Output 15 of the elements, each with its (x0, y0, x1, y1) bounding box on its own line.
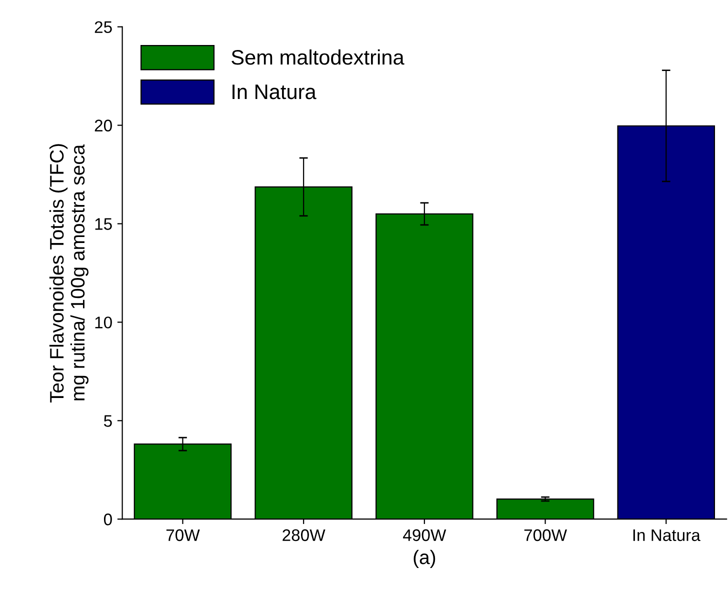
x-tick-label: 700W (524, 529, 567, 542)
y-tick-label: 25 (94, 21, 112, 34)
x-tick-label: 70W (166, 529, 200, 542)
x-axis-title: (a) (414, 550, 436, 568)
y-tick-label: 5 (104, 415, 112, 427)
x-tick-label: 490W (403, 529, 446, 542)
y-axis-title: Teor Flavonoides Totais (TFC) mg rutina/ 100g amostra seca (49, 144, 88, 403)
y-tick-label: 10 (95, 316, 112, 328)
x-tick-label: In Natura (633, 529, 700, 542)
y-tick-label: 15 (95, 218, 112, 230)
y-tick-label: 0 (104, 514, 112, 526)
y-tick-label: 20 (94, 120, 112, 132)
legend-label: In Natura (232, 84, 316, 100)
x-tick-label: 280W (282, 529, 326, 542)
legend-label: Sem maltodextrina (232, 49, 404, 65)
